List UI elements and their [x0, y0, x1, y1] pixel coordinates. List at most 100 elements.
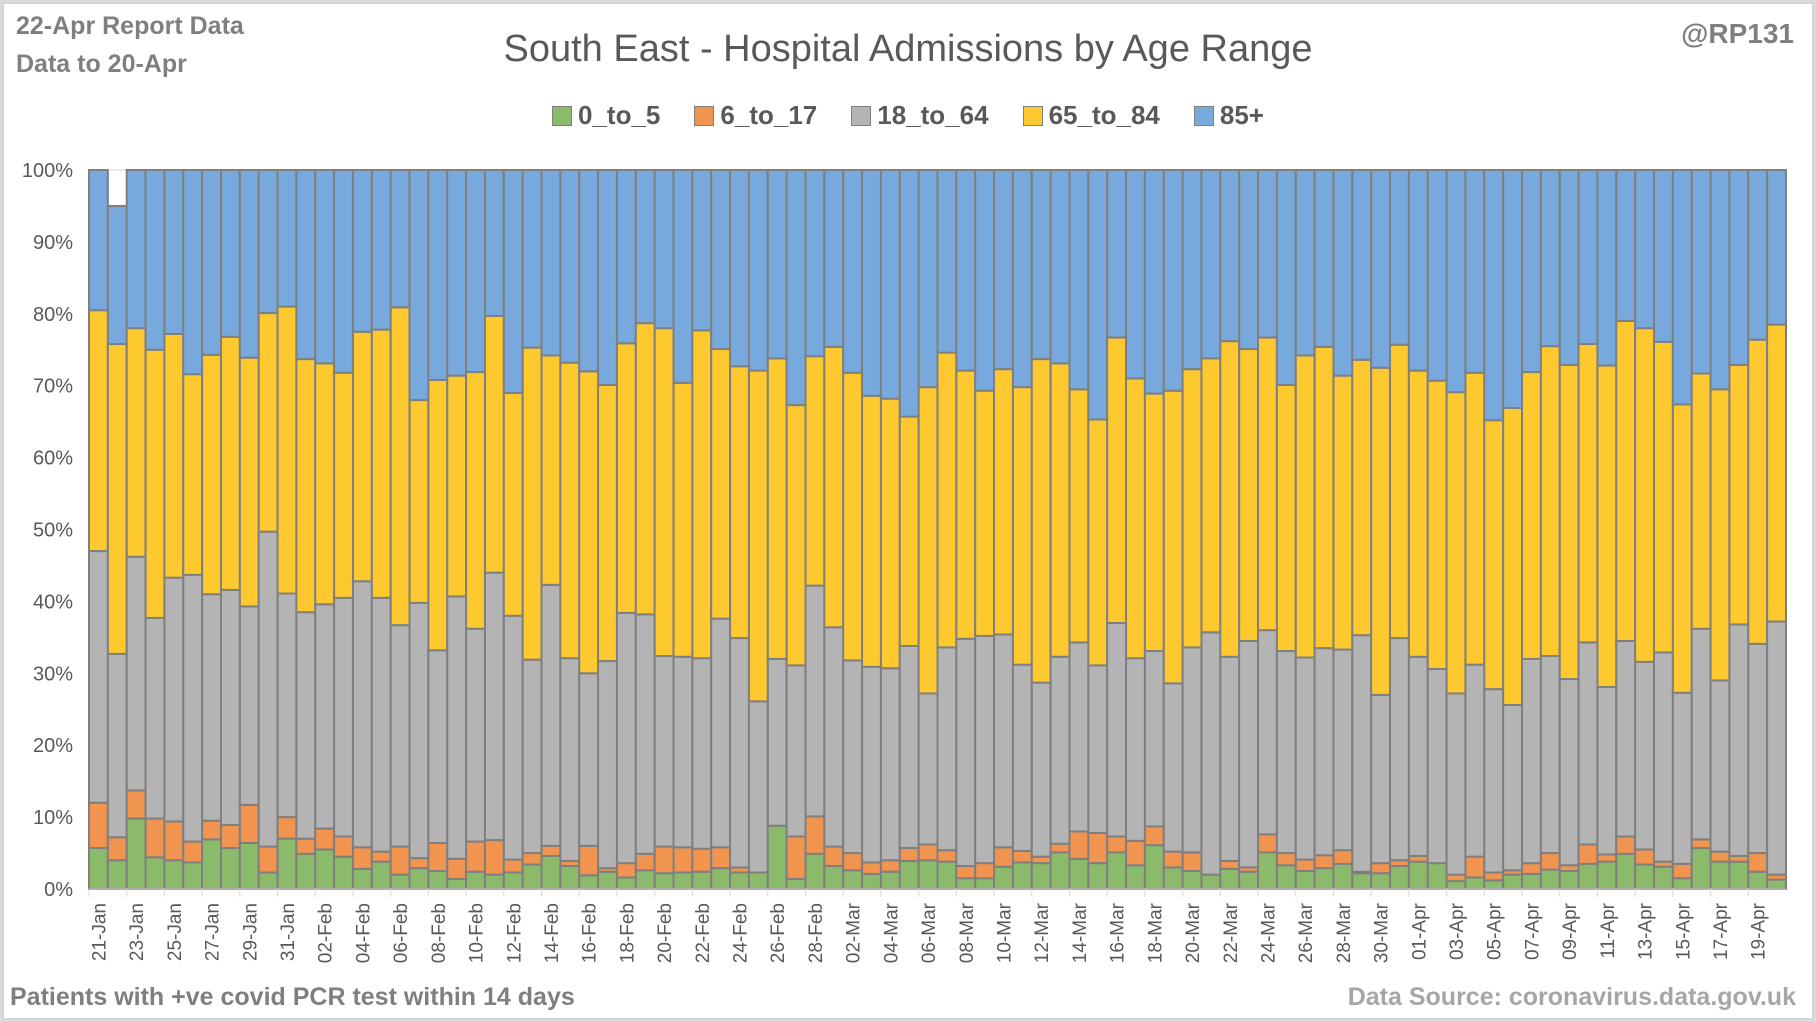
bar-segment-85- [144, 169, 166, 351]
bar-27-Jan [201, 169, 222, 890]
bar-segment-65-to-84 [1200, 357, 1222, 634]
bar-09-Feb [446, 169, 468, 891]
bar-segment-6-to-17 [785, 835, 807, 880]
x-tick-label: 01-Apr [1409, 902, 1430, 960]
bar-segment-85- [1728, 169, 1750, 366]
bar-segment-65-to-84 [1426, 379, 1448, 670]
bar-segment-65-to-84 [1238, 348, 1260, 642]
bar-segment-6-to-17 [615, 862, 637, 879]
x-axis: 21-Jan 23-Jan 25-Jan 27-Jan 29-Jan 31-Jan 02-F… [88, 888, 1786, 963]
bar-segment-6-to-17 [295, 837, 317, 855]
bar-segment-18-to-64 [257, 530, 279, 848]
bar-05-Feb [370, 169, 392, 890]
bar-segment-0-to-5 [974, 877, 996, 891]
bar-segment-0-to-5 [1615, 852, 1637, 890]
bar-segment-65-to-84 [446, 374, 468, 598]
bar-segment-65-to-84 [1219, 340, 1241, 658]
bar-segment-85- [502, 169, 524, 394]
bar-segment-18-to-64 [144, 616, 166, 820]
x-tick-label: 24-Mar [1258, 902, 1279, 963]
bar-segment-85- [1181, 169, 1203, 371]
footer-note: Patients with +ve covid PCR test within … [10, 983, 575, 1011]
bar-segment-6-to-17 [1011, 849, 1033, 864]
bar-segment-18-to-64 [1257, 629, 1278, 836]
bar-segment-85- [1332, 169, 1354, 377]
y-tick-label: 70% [33, 376, 73, 398]
bar-segment-18-to-64 [465, 627, 486, 843]
bar-segment-65-to-84 [295, 358, 317, 614]
bar-segment-18-to-64 [1162, 682, 1184, 853]
bar-segment-85- [1257, 169, 1278, 339]
bar-segment-6-to-17 [1181, 851, 1203, 873]
bar-segment-18-to-64 [1068, 641, 1090, 833]
bar-segment-85- [672, 169, 694, 384]
bar-segment-0-to-5 [955, 877, 977, 891]
bar-segment-0-to-5 [559, 864, 581, 891]
bar-segment-0-to-5 [710, 867, 732, 890]
x-tick-label: 08-Mar [957, 902, 978, 963]
bar-segment-65-to-84 [597, 383, 618, 663]
bar-segment-85- [634, 169, 656, 325]
bar-segment-18-to-64 [483, 571, 505, 842]
legend-item-6-to-17: 6_to_17 [694, 100, 817, 131]
bar-segment-85- [257, 169, 279, 315]
bar-segment-0-to-5 [182, 861, 204, 890]
bar-segment-65-to-84 [1709, 388, 1731, 682]
bar-06-Feb [389, 169, 411, 890]
bar-segment-65-to-84 [823, 345, 845, 629]
bar-segment-0-to-5 [1200, 873, 1222, 890]
x-tick-label: 26-Feb [768, 903, 789, 963]
bar-segment-85- [691, 169, 713, 332]
bar-26-Feb [766, 169, 788, 891]
bar-segment-0-to-5 [1087, 862, 1109, 891]
bar-segment-18-to-64 [691, 657, 713, 850]
bar-segment-85- [1539, 169, 1561, 348]
bar-segment-6-to-17 [634, 852, 656, 872]
bar-segment-18-to-64 [578, 672, 600, 847]
bar-segment-85- [747, 169, 769, 372]
bar-segment-0-to-5 [1653, 865, 1674, 890]
bar-segment-65-to-84 [88, 309, 109, 553]
bar-segment-6-to-17 [974, 862, 996, 880]
bar-segment-0-to-5 [729, 871, 750, 891]
bar-segment-0-to-5 [446, 877, 468, 891]
bar-segment-18-to-64 [1351, 634, 1373, 873]
bar-segment-65-to-84 [1615, 319, 1637, 642]
bar-22-Mar [1219, 169, 1241, 890]
bar-segment-65-to-84 [955, 369, 977, 640]
bar-segment-85- [1143, 169, 1165, 395]
bar-segment-18-to-64 [936, 646, 958, 852]
x-tick-label: 05-Apr [1485, 902, 1506, 960]
bar-segment-0-to-5 [427, 870, 449, 891]
bar-segment-85- [615, 169, 637, 345]
bar-segment-85- [295, 169, 317, 361]
bar-segment-65-to-84 [1030, 358, 1052, 684]
bar-16-Mar [1106, 169, 1128, 890]
bar-segment-18-to-64 [1294, 656, 1316, 861]
bar-segment-65-to-84 [1728, 363, 1750, 626]
bar-segment-6-to-17 [1577, 843, 1599, 865]
bar-20-Mar [1181, 169, 1203, 891]
bar-segment-65-to-84 [898, 415, 920, 647]
bar-segment-65-to-84 [1313, 345, 1335, 650]
bar-segment-0-to-5 [295, 852, 317, 890]
bar-07-Mar [936, 169, 958, 890]
bar-segment-6-to-17 [483, 839, 505, 876]
bar-segment-0-to-5 [823, 864, 845, 891]
x-tick-label: 11-Apr [1598, 902, 1619, 958]
bar-segment-65-to-84 [540, 354, 562, 586]
bar-segment-85- [106, 204, 128, 345]
bar-segment-6-to-17 [842, 852, 864, 872]
bar-31-Mar [1389, 169, 1410, 891]
bar-segment-6-to-17 [879, 859, 901, 873]
legend-item-0-to-5: 0_to_5 [552, 100, 660, 131]
bar-segment-18-to-64 [1558, 678, 1580, 867]
bar-segment-6-to-17 [1332, 849, 1354, 865]
bar-segment-85- [1653, 169, 1674, 343]
bar-segment-85- [446, 169, 468, 377]
bar-segment-18-to-64 [1766, 620, 1787, 876]
bar-segment-0-to-5 [1332, 862, 1354, 891]
bar-segment-85- [1634, 169, 1656, 330]
x-tick-label: 17-Apr [1711, 902, 1732, 960]
bar-19-Feb [634, 169, 656, 891]
